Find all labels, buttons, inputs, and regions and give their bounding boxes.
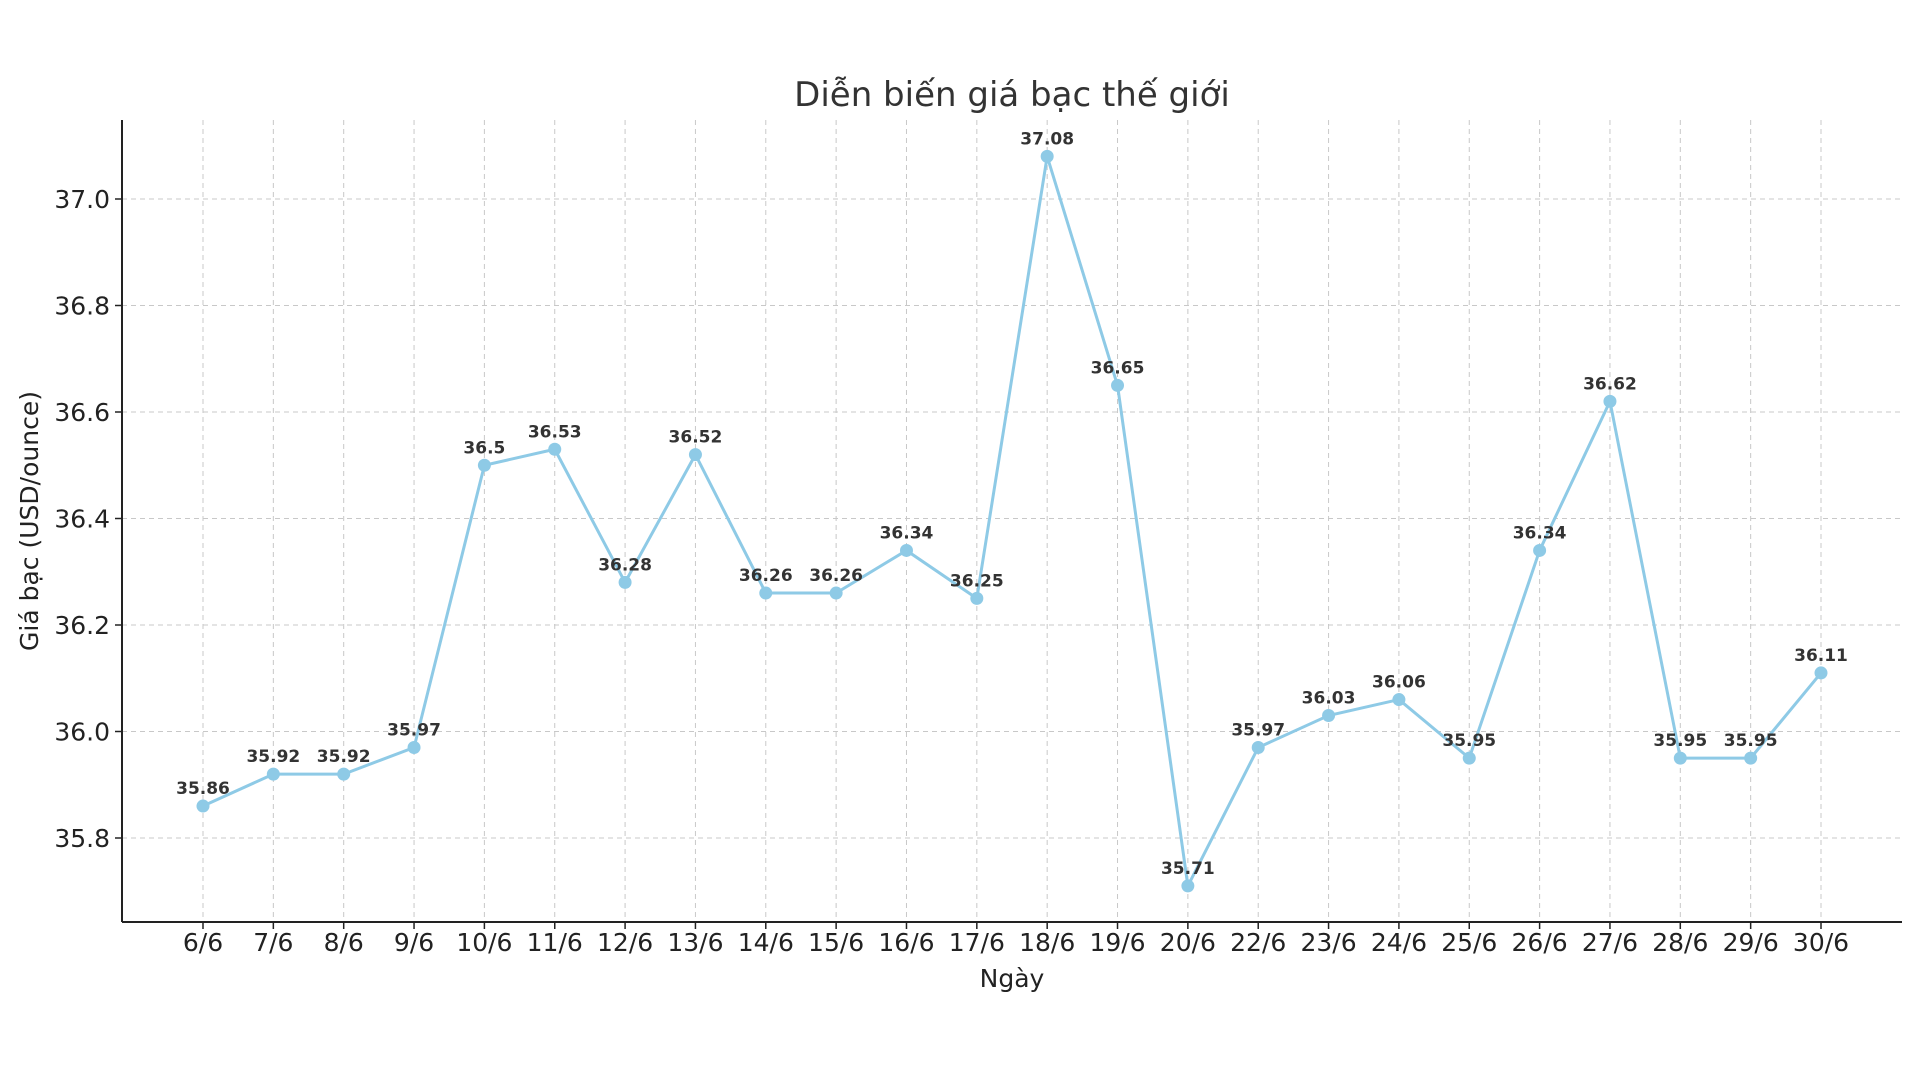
data-label: 36.34 — [1513, 523, 1567, 543]
data-point — [1392, 693, 1406, 707]
data-label: 36.26 — [809, 566, 863, 586]
x-tick-label: 28/6 — [1652, 928, 1708, 957]
data-label: 35.95 — [1724, 731, 1778, 751]
y-tick-label: 36.8 — [54, 292, 110, 321]
data-point — [477, 458, 491, 472]
x-axis-label: Ngày — [980, 964, 1045, 993]
x-tick-label: 24/6 — [1371, 928, 1427, 957]
y-tick-label: 35.8 — [54, 824, 110, 853]
data-label: 36.11 — [1794, 646, 1848, 666]
data-label: 35.86 — [176, 779, 230, 799]
axes — [121, 120, 1902, 923]
data-label: 36.65 — [1091, 358, 1145, 378]
x-tick-label: 13/6 — [667, 928, 723, 957]
data-point — [548, 442, 562, 456]
data-label: 37.08 — [1020, 129, 1074, 149]
data-point — [1603, 394, 1617, 408]
data-point — [759, 586, 773, 600]
x-tick-label: 29/6 — [1723, 928, 1779, 957]
data-label: 36.28 — [598, 555, 652, 575]
data-label: 36.03 — [1302, 689, 1356, 709]
x-tick-label: 25/6 — [1441, 928, 1497, 957]
grid — [122, 120, 1902, 922]
data-label: 36.62 — [1583, 374, 1637, 394]
ticks: 6/6 7/6 8/6 9/6 10/6 11/6 12/6 13/6 14/6 15/6 16/6… — [54, 185, 1849, 957]
x-tick-label: 20/6 — [1160, 928, 1216, 957]
data-label: 35.95 — [1653, 731, 1707, 751]
data-label: 35.97 — [1231, 720, 1285, 740]
x-tick-label: 17/6 — [949, 928, 1005, 957]
data-label: 35.71 — [1161, 859, 1215, 879]
x-tick-label: 8/6 — [324, 928, 364, 957]
data-point — [1533, 543, 1547, 557]
x-tick-label: 27/6 — [1582, 928, 1638, 957]
data-label: 35.92 — [317, 747, 371, 767]
data-point — [407, 740, 421, 754]
x-tick-label: 22/6 — [1230, 928, 1286, 957]
data-label: 35.97 — [387, 720, 441, 740]
data-point — [970, 591, 984, 605]
y-tick-label: 36.0 — [54, 718, 110, 747]
data-point — [1673, 751, 1687, 765]
y-tick-label: 36.6 — [54, 398, 110, 427]
x-tick-label: 23/6 — [1300, 928, 1356, 957]
x-tick-label: 10/6 — [456, 928, 512, 957]
x-tick-label: 30/6 — [1793, 928, 1849, 957]
data-label: 36.52 — [669, 428, 723, 448]
y-tick-label: 36.4 — [54, 505, 110, 534]
data-label: 35.92 — [246, 747, 300, 767]
data-point — [1744, 751, 1758, 765]
x-tick-label: 15/6 — [808, 928, 864, 957]
data-label: 36.34 — [880, 523, 934, 543]
data-label: 35.95 — [1442, 731, 1496, 751]
data-point — [688, 448, 702, 462]
x-tick-label: 9/6 — [394, 928, 434, 957]
series-line — [202, 155, 1823, 891]
data-label: 36.06 — [1372, 673, 1426, 693]
data-point — [1040, 149, 1054, 163]
data-point — [1462, 751, 1476, 765]
data-point — [829, 586, 843, 600]
data-point — [1251, 740, 1265, 754]
x-tick-label: 7/6 — [253, 928, 293, 957]
data-point — [196, 799, 210, 813]
x-tick-label: 12/6 — [597, 928, 653, 957]
data-point — [1322, 709, 1336, 723]
data-point — [618, 575, 632, 589]
x-tick-label: 14/6 — [738, 928, 794, 957]
y-tick-label: 36.2 — [54, 611, 110, 640]
x-tick-label: 19/6 — [1089, 928, 1145, 957]
data-label: 36.25 — [950, 571, 1004, 591]
series-layer: 35.86 35.92 35.92 35.97 36.5 36.53 36.28 36.52 3… — [176, 129, 1848, 893]
x-tick-label: 18/6 — [1019, 928, 1075, 957]
data-point — [1111, 378, 1125, 392]
data-label: 36.5 — [463, 438, 505, 458]
data-point — [337, 767, 351, 781]
data-point — [266, 767, 280, 781]
x-tick-label: 16/6 — [878, 928, 934, 957]
chart-title: Diễn biến giá bạc thế giới — [794, 75, 1230, 115]
y-axis-label: Giá bạc (USD/ounce) — [15, 391, 44, 651]
data-point — [899, 543, 913, 557]
x-tick-label: 11/6 — [527, 928, 583, 957]
y-tick-label: 37.0 — [54, 185, 110, 214]
data-label: 36.53 — [528, 422, 582, 442]
data-point — [1814, 666, 1828, 680]
x-tick-label: 26/6 — [1512, 928, 1568, 957]
x-tick-label: 6/6 — [183, 928, 223, 957]
data-point — [1181, 879, 1195, 893]
data-label: 36.26 — [739, 566, 793, 586]
